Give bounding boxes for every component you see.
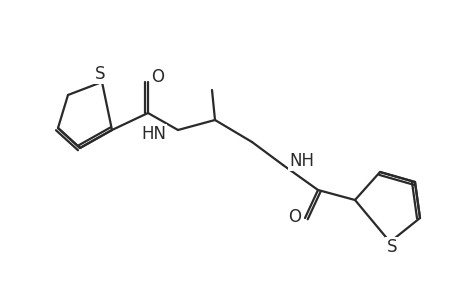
Text: O: O (288, 208, 301, 226)
Text: NH: NH (288, 152, 313, 170)
Text: O: O (151, 68, 164, 86)
Text: S: S (95, 65, 105, 83)
Text: S: S (386, 238, 397, 256)
Text: HN: HN (141, 125, 166, 143)
